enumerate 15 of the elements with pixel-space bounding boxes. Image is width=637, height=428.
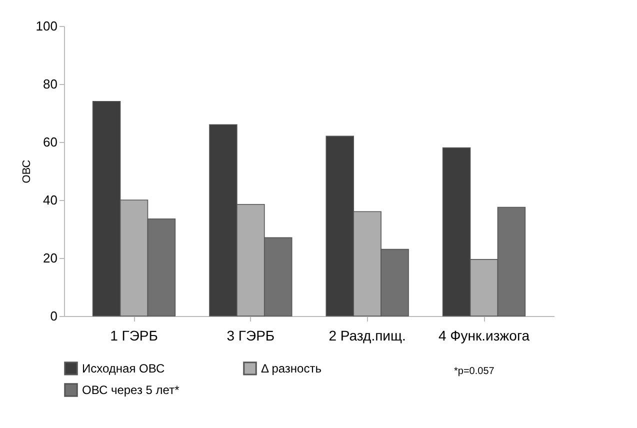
x-tick-label: 3 ГЭРБ (226, 328, 275, 344)
x-tick-label: 2 Разд.пищ. (328, 328, 406, 344)
legend-label: ОВС через 5 лет* (82, 383, 180, 397)
text: *p=0.057 (454, 366, 495, 377)
y-tick-label: 80 (43, 76, 58, 92)
legend-label: Δ разность (261, 361, 322, 376)
y-tick-label: 0 (50, 308, 58, 324)
y-tick-label: 40 (43, 192, 58, 208)
y-axis-title: ОВС (20, 160, 33, 184)
y-tick-label: 100 (36, 18, 58, 34)
legend-label: Исходная ОВС (82, 361, 165, 376)
y-tick-label: 20 (43, 250, 58, 266)
x-tick-label: 1 ГЭРБ (110, 328, 158, 344)
y-tick-label: 60 (43, 134, 58, 150)
x-tick-label: 4 Функ.изжога (438, 328, 530, 344)
